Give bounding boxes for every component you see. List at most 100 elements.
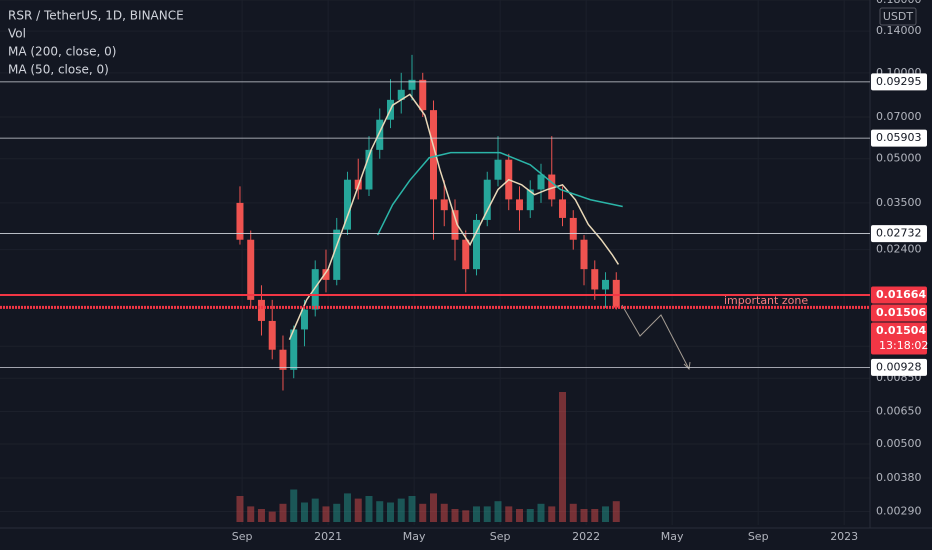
price-label: 0.01504 (876, 324, 926, 337)
candle-body (333, 229, 341, 280)
candle-body (397, 89, 405, 100)
candle-body (257, 299, 265, 321)
candle-body (300, 309, 308, 330)
y-tick-label: 0.07000 (876, 110, 922, 123)
price-label: 0.05903 (876, 131, 922, 144)
volume-bar (483, 506, 491, 522)
candle-body (462, 239, 470, 270)
candle-body (268, 320, 276, 350)
candle-body (440, 199, 448, 211)
candle-body (548, 174, 556, 200)
candle-body (494, 159, 502, 180)
projection-arrow (621, 304, 690, 370)
volume-bar (473, 506, 481, 522)
ma-line (288, 93, 620, 341)
volume-bar (257, 509, 265, 522)
price-label: 0.00928 (876, 360, 922, 373)
price-label: 0.02732 (876, 227, 922, 240)
annotation: important zone (724, 294, 808, 307)
legend: RSR / TetherUS, 1D, BINANCE Vol MA (200,… (8, 9, 184, 77)
volume-bar (354, 498, 362, 522)
price-label: 0.01664 (876, 288, 926, 301)
volume-bar (397, 498, 405, 522)
volume-bar (279, 503, 287, 522)
price-label-box (871, 358, 927, 376)
volume-bar (559, 392, 567, 522)
candle-body (429, 110, 437, 200)
volume-bar (602, 506, 610, 522)
x-tick-label: May (403, 530, 426, 543)
candle-body (483, 179, 491, 220)
volume-bar (386, 502, 394, 522)
candle-body (516, 199, 524, 211)
price-label-box (871, 322, 927, 355)
x-tick-label: Sep (748, 530, 769, 543)
volume-bar (505, 506, 513, 522)
candle-body (279, 349, 287, 370)
currency-box (879, 7, 917, 26)
candle-body (580, 239, 588, 270)
candle-body (322, 269, 330, 280)
volume-bar (419, 503, 427, 522)
volume-bar (408, 496, 416, 522)
price-label: 0.01506 (876, 306, 926, 319)
price-label-box (871, 73, 927, 91)
x-tick-label: 2021 (314, 530, 342, 543)
candle-body (602, 279, 610, 290)
volume-bar (300, 502, 308, 522)
volume-bar (548, 506, 556, 522)
volume-bar (365, 496, 373, 522)
price-label-box (871, 129, 927, 147)
legend-item: MA (50, close, 0) (8, 63, 109, 77)
candle-body (419, 79, 427, 111)
legend-item: Vol (8, 27, 26, 41)
price-label: 0.09295 (876, 75, 922, 88)
candle-body (451, 210, 459, 240)
price-label-box (871, 304, 927, 322)
price-label-box (871, 286, 927, 304)
volume-bar (526, 509, 534, 522)
candle-body (365, 149, 373, 190)
y-tick-label: 0.03500 (876, 196, 922, 209)
chart-title: RSR / TetherUS, 1D, BINANCE (8, 9, 184, 23)
volume-bar (516, 509, 524, 522)
volume-bar (580, 509, 588, 522)
candle-body (311, 269, 319, 310)
candle-body (569, 217, 577, 240)
candle-body (236, 202, 244, 240)
plot (236, 54, 623, 522)
x-tick-label: 2023 (830, 530, 858, 543)
volume-bar (612, 501, 620, 522)
volume-bar (537, 503, 545, 522)
x-tick-label: May (661, 530, 684, 543)
legend-item: MA (200, close, 0) (8, 45, 116, 59)
y-tick-label: 0.00290 (876, 504, 922, 517)
volume-bar (333, 503, 341, 522)
currency: USDT (883, 10, 914, 23)
volume-bar (322, 506, 330, 522)
volume-bar (247, 506, 255, 522)
y-tick-label: 0.05000 (876, 152, 922, 165)
y-tick-label: 0.00500 (876, 437, 922, 450)
volume-bar (569, 503, 577, 522)
candle-body (376, 119, 384, 150)
volume-bar (268, 511, 276, 522)
volume-bar (429, 493, 437, 522)
volume-bar (440, 503, 448, 522)
x-tick-label: Sep (232, 530, 253, 543)
volume-bar (462, 510, 470, 522)
candle-body (559, 199, 567, 218)
candle-body (247, 239, 255, 300)
candle-body (290, 329, 298, 370)
x-tick-label: Sep (490, 530, 511, 543)
price-label-box (871, 225, 927, 243)
x-tick-label: 2022 (572, 530, 600, 543)
candle-body (537, 174, 545, 190)
volume-bar (343, 493, 351, 522)
candle-body (473, 219, 481, 270)
volume-bar (451, 509, 459, 522)
candle-body (526, 189, 534, 211)
candle-body (591, 269, 599, 290)
arrow-head (683, 361, 691, 371)
